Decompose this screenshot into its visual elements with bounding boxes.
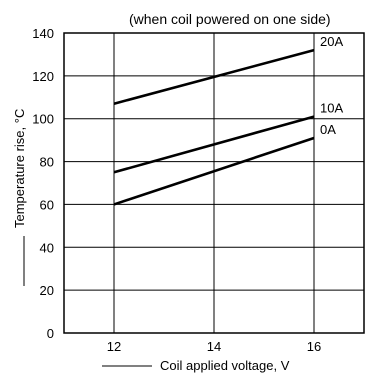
x-tick-label: 12: [107, 339, 121, 354]
y-tick-label: 60: [40, 197, 54, 212]
chart-note: (when coil powered on one side): [129, 11, 331, 27]
x-axis-label: Coil applied voltage, V: [160, 358, 290, 373]
series-labels: 20A 10A 0A: [320, 34, 343, 137]
y-tick-labels: 0 20 40 60 80 100 120 140: [32, 26, 54, 341]
x-tick-label: 16: [307, 339, 321, 354]
y-tick-label: 20: [40, 283, 54, 298]
y-tick-label: 40: [40, 240, 54, 255]
series-line-20A: [113, 48, 315, 105]
y-tick-label: 140: [32, 26, 54, 41]
series-label-20A: 20A: [320, 34, 343, 49]
series-label-0A: 0A: [320, 122, 336, 137]
x-axis-title: Coil applied voltage, V: [102, 358, 290, 373]
y-axis-label: Temperature rise, °C: [12, 109, 27, 228]
x-tick-labels: 12 14 16: [107, 339, 321, 354]
data-series: [113, 48, 315, 206]
y-tick-label: 0: [47, 326, 54, 341]
plot-frame: [63, 32, 365, 334]
y-tick-label: 80: [40, 155, 54, 170]
series-label-10A: 10A: [320, 101, 343, 116]
y-axis-title: Temperature rise, °C: [12, 109, 27, 286]
y-tick-label: 120: [32, 69, 54, 84]
y-tick-label: 100: [32, 112, 54, 127]
x-tick-label: 14: [207, 339, 221, 354]
series-line-10A: [113, 115, 315, 174]
series-line-0A: [113, 136, 315, 206]
